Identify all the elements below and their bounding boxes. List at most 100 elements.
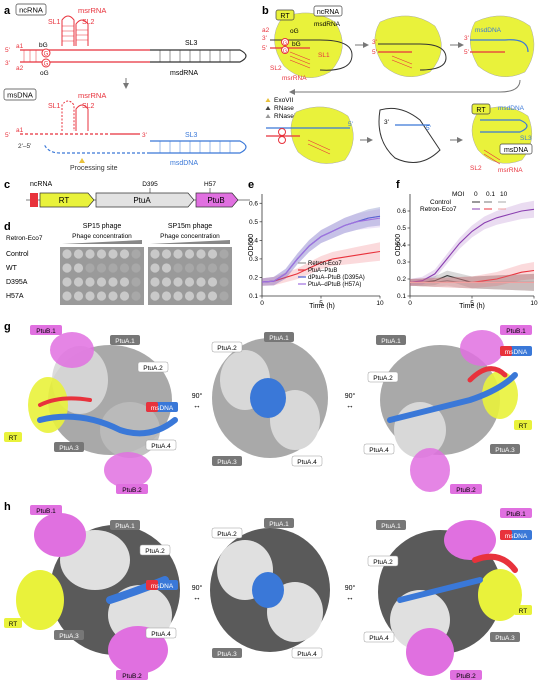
plaque-spot [85,277,95,287]
gl-ptua4: PtuA.4 [151,443,171,450]
c-ptua: PtuA [133,196,151,205]
b-sl3: SL3 [520,135,532,142]
f-legend-retron: Retron-Eco7 [420,206,457,213]
link-label: 2'–5' [18,143,31,150]
b-five-1: 5' [262,45,267,52]
rt-gene [39,192,95,208]
ncrna-tag-label: ncRNA [19,6,43,15]
f-legend: MOI 0 0.1 10 Control Retron-Eco7 [420,191,508,213]
sl3-label-bottom: SL3 [185,132,198,139]
d-sub-left: Phage concentration [72,233,132,240]
b-five-4: 5' [348,121,353,128]
plaque-spot [150,263,160,273]
gm-ptua1: PtuA.1 [269,335,289,342]
b-five-2: 5' [372,49,377,56]
msdna-tag-label: msDNA [7,91,33,100]
c-rt: RT [59,196,70,205]
chart-f: 0 5 10 0.1 0.2 0.3 0.4 0.5 0.6 [397,194,538,307]
legend-rnaseh: RNaseH [274,113,299,120]
plaque-spot [119,291,130,301]
g-rot-2: 90° [345,392,356,400]
plaque-spot [73,249,84,259]
three-prime-1: 3' [5,60,10,67]
plaque-spot [184,277,195,287]
g-left-structure [28,332,178,488]
f-moi-1: 0.1 [486,191,495,198]
plaque-spot [62,277,72,287]
h-rot-1: 90° [192,584,203,592]
gr-ptub1: PtuB.1 [506,328,526,335]
g-circle-2: G [44,62,49,68]
b-msrrna: msrRNA [282,75,307,82]
b-msrrna-6: msrRNA [498,167,523,174]
series-line-3 [409,208,535,283]
gl-ptua3: PtuA.3 [59,445,79,452]
hl-ptua1: PtuA.1 [115,523,135,530]
sl1-label-2: SL1 [48,103,61,110]
b-bg: bG [292,41,301,48]
e-legend-3: PtuA–dPtuB (H57A) [308,282,361,288]
f-moi-0: 0 [474,191,478,198]
e-xlabel: Time (h) [309,303,335,310]
d-title-right: SP15m phage [168,223,212,230]
plaque-spot [184,249,195,259]
series-line-1 [261,250,381,283]
gm-ptua2: PtuA.2 [217,345,237,352]
series-band-1 [262,242,380,286]
plaque-spot [173,277,183,287]
x-tick-label: 5 [319,300,323,307]
b-msdna-tag: msDNA [504,147,528,154]
f-ylabel: OD600 [395,234,402,256]
processing-site-icon [79,158,85,163]
five-prime-2: 5' [5,132,10,139]
plaque-spot [207,249,218,259]
panel-letter-e: e [248,179,254,191]
series-line-3 [261,217,381,283]
y-tick-label: 0.5 [249,219,258,226]
panel-d: d SP15 phage SP15m phage Phage concentra… [4,221,232,305]
hl-ptub1: PtuB.1 [36,508,56,515]
legend-exovii: ExoVII [274,97,293,104]
ncrna-tag [15,3,47,16]
g-circle-1: G [44,52,49,58]
plaque-spot [85,291,95,301]
g-right-structure [380,330,518,492]
stage-6: RT msdDNA SL3 msDNA SL2 msrRNA [470,103,533,174]
plaque-spot [96,249,107,259]
b-sl1: SL1 [318,52,330,59]
msrrna-label: msrRNA [78,6,106,15]
plaque-spot [108,249,118,259]
x-tick-label: 10 [530,300,538,307]
plaque-spot [219,277,229,287]
b-five-3: 5' [464,49,469,56]
stage-2: 3' 5' [372,15,447,78]
sl2-label: SL2 [82,19,95,26]
c-ncrna: ncRNA [30,181,53,188]
x-tick-label: 10 [376,300,384,307]
b-sl2-6: SL2 [470,165,482,172]
y-tick-label: 0.2 [249,275,258,282]
panel-letter-a: a [4,5,11,17]
plaque-spot [131,277,141,287]
gr-ptua3: PtuA.3 [495,447,515,454]
gr-msdna: msDNA [505,349,528,356]
plaque-spot [73,263,84,273]
b-g-2: G [283,48,287,54]
plaque-spot [207,263,218,273]
y-tick-label: 0.4 [397,242,406,249]
plaque-spot [196,263,206,273]
hr-ptua4: PtuA.4 [369,635,389,642]
rt-tag-6: RT [476,107,486,114]
f-moi-2: 10 [500,191,508,198]
h-rot-2: 90° [345,584,356,592]
b-three-1: 3' [262,35,267,42]
plaque-spot [207,291,218,301]
plaque-spot [161,277,172,287]
hm-ptua2: PtuA.2 [217,531,237,538]
hm-ptua3: PtuA.3 [217,651,237,658]
hl-ptua4: PtuA.4 [151,631,171,638]
hr-ptua2: PtuA.2 [373,559,393,566]
x-tick-label: 0 [408,300,412,307]
rotate-icon-h1: ↔ [193,593,201,602]
plaque-spot [96,291,107,301]
